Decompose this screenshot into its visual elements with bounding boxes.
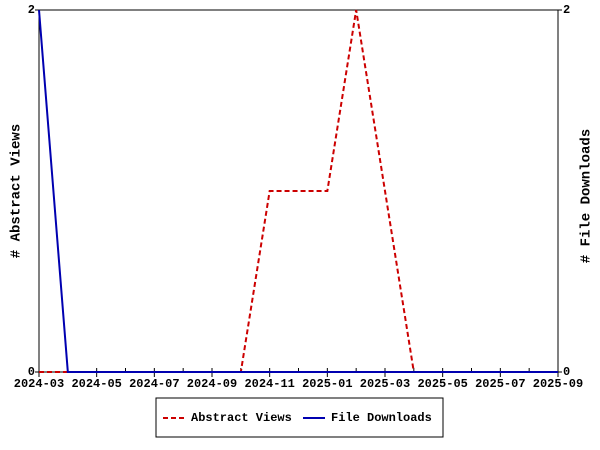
x-tick-label: 2025-07 [475, 377, 525, 391]
x-tick-label: 2024-05 [71, 377, 121, 391]
legend-label: File Downloads [331, 411, 432, 425]
x-tick-label: 2025-09 [533, 377, 583, 391]
y-tick-label: 0 [28, 365, 35, 379]
plot-frame [38, 9, 559, 373]
x-tick-label: 2024-09 [187, 377, 237, 391]
x-tick-label: 2024-03 [14, 377, 64, 391]
series-line [38, 9, 558, 373]
legend-box [155, 397, 444, 438]
x-tick-label: 2024-07 [129, 377, 179, 391]
legend-label: Abstract Views [191, 411, 292, 425]
y2-tick-label: 0 [563, 365, 570, 379]
y2-tick-label: 2 [563, 3, 570, 17]
x-tick-label: 2025-01 [302, 377, 352, 391]
x-tick-label: 2025-03 [360, 377, 410, 391]
x-tick-label: 2025-05 [417, 377, 467, 391]
x-tick-label: 2024-11 [244, 377, 294, 391]
y-tick-label: 2 [28, 3, 35, 17]
y-axis-label: # Abstract Views [9, 124, 25, 258]
series-line [39, 9, 558, 373]
y2-axis-label: # File Downloads [579, 129, 595, 263]
